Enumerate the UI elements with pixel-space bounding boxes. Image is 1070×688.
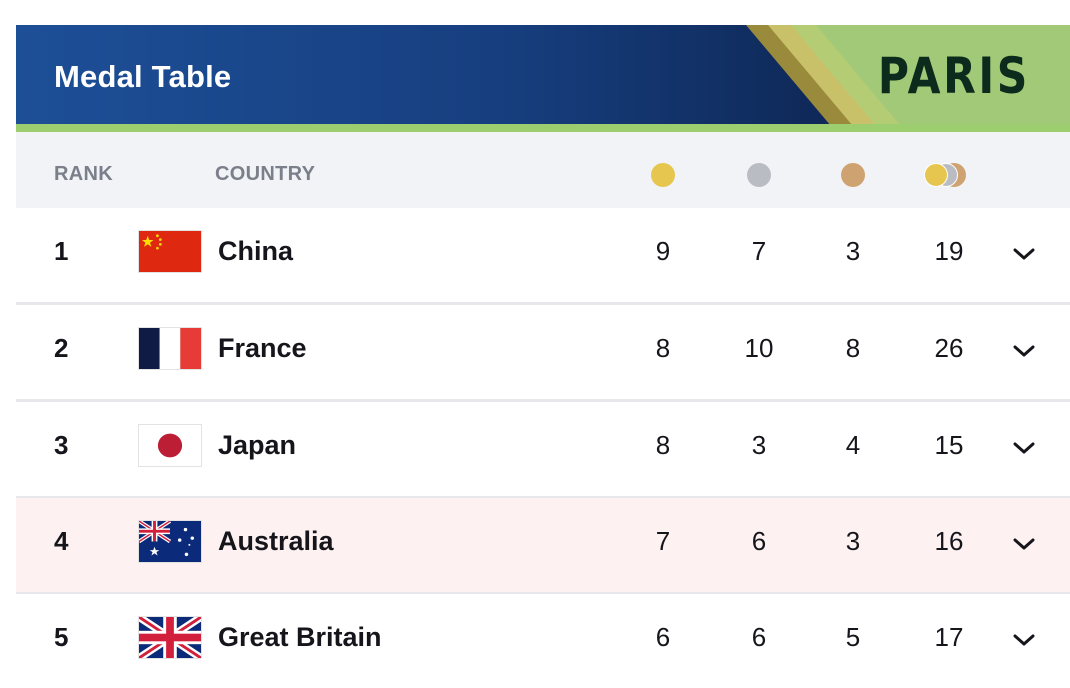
paris-logo: PARIS: [877, 47, 1030, 105]
silver-count: 10: [744, 333, 774, 363]
total-count: 15: [934, 430, 964, 460]
gold-count: 7: [655, 526, 671, 556]
bronze-count: 4: [845, 430, 861, 460]
total-count: 26: [934, 333, 964, 363]
bronze-count: 3: [845, 236, 861, 266]
medal-table-panel: Medal Table PARIS RANK COUNTRY 1 China: [16, 25, 1070, 688]
total-count: 16: [934, 526, 964, 556]
rank-value: 3: [54, 430, 69, 460]
china-flag-icon: [138, 230, 202, 273]
silver-count: 3: [751, 430, 767, 460]
table-row[interactable]: 2 France 8 10 8 26: [16, 305, 1070, 402]
table-row[interactable]: 4: [16, 498, 1070, 595]
chevron-down-icon[interactable]: [1012, 440, 1036, 456]
country-name[interactable]: France: [218, 333, 307, 363]
bronze-medal-icon[interactable]: [841, 163, 865, 187]
chevron-down-icon[interactable]: [1012, 246, 1036, 262]
gold-count: 9: [655, 236, 671, 266]
table-header: RANK COUNTRY: [16, 132, 1070, 208]
country-column-header[interactable]: COUNTRY: [215, 163, 316, 185]
gold-count: 6: [655, 622, 671, 652]
silver-medal-icon[interactable]: [747, 163, 771, 187]
total-medals-icon[interactable]: [924, 163, 974, 187]
gold-count: 8: [655, 333, 671, 363]
great-britain-flag-icon: [138, 616, 202, 659]
silver-count: 7: [751, 236, 767, 266]
silver-count: 6: [751, 622, 767, 652]
total-count: 19: [934, 236, 964, 266]
medal-table-banner: Medal Table PARIS: [16, 25, 1070, 132]
country-name[interactable]: China: [218, 236, 294, 266]
france-flag-icon: [138, 327, 202, 370]
chevron-down-icon[interactable]: [1012, 343, 1036, 359]
country-name[interactable]: Australia: [218, 526, 334, 556]
bronze-count: 5: [845, 622, 861, 652]
gold-medal-icon[interactable]: [651, 163, 675, 187]
silver-count: 6: [751, 526, 767, 556]
chevron-down-icon[interactable]: [1012, 632, 1036, 648]
australia-flag-icon: [138, 520, 202, 563]
table-row[interactable]: 5 Great Britain 6 6 5 17: [16, 594, 1070, 688]
rank-value: 5: [54, 622, 69, 652]
country-name[interactable]: Japan: [218, 430, 297, 460]
country-name[interactable]: Great Britain: [218, 622, 382, 652]
rank-value: 1: [54, 236, 69, 266]
rank-value: 2: [54, 333, 69, 363]
chevron-down-icon[interactable]: [1012, 536, 1036, 552]
bronze-count: 3: [845, 526, 861, 556]
table-row[interactable]: 1 China 9 7 3 19: [16, 208, 1070, 305]
bronze-count: 8: [845, 333, 861, 363]
gold-count: 8: [655, 430, 671, 460]
table-row[interactable]: 3 Japan 8 3 4 15: [16, 402, 1070, 499]
rank-value: 4: [54, 526, 69, 556]
total-count: 17: [934, 622, 964, 652]
japan-flag-icon: [138, 424, 202, 467]
banner-stripes-decoration: [16, 25, 1070, 132]
rank-column-header[interactable]: RANK: [54, 163, 113, 185]
page-title: Medal Table: [54, 59, 232, 94]
